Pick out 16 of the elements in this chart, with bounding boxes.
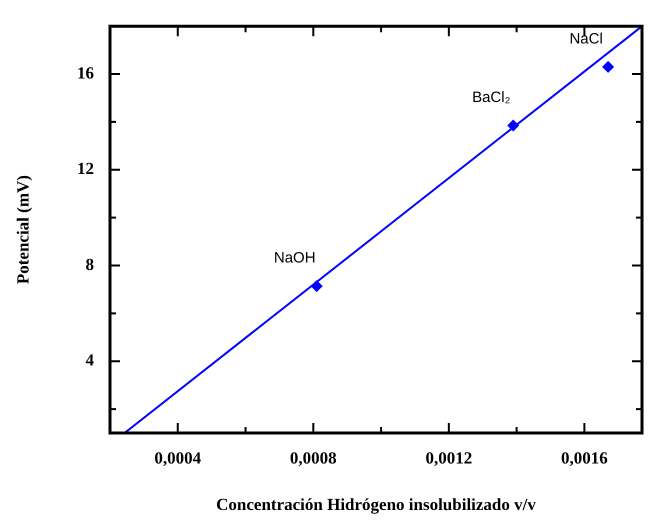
x-tick-label: 0,0012 [425, 448, 472, 468]
point [310, 280, 323, 292]
annotation: BaCl₂ [472, 89, 511, 106]
x-tick-label: 0,0008 [290, 448, 337, 468]
x-tick-label: 0,0016 [561, 448, 608, 468]
y-tick-label: 8 [86, 254, 94, 274]
x-tick-label: 0,0004 [154, 448, 202, 468]
x-axis-title: Concentración Hidrógeno insolubilizado v/v [216, 495, 536, 514]
annotation: NaOH [274, 250, 316, 267]
annotation: NaCl [569, 30, 603, 48]
y-tick-label: 16 [77, 63, 94, 82]
y-tick-label: 4 [86, 350, 94, 370]
point [507, 120, 520, 132]
y-tick-label: 12 [77, 159, 94, 178]
y-axis-title: Potencial (mV) [14, 175, 33, 284]
point [602, 60, 614, 73]
